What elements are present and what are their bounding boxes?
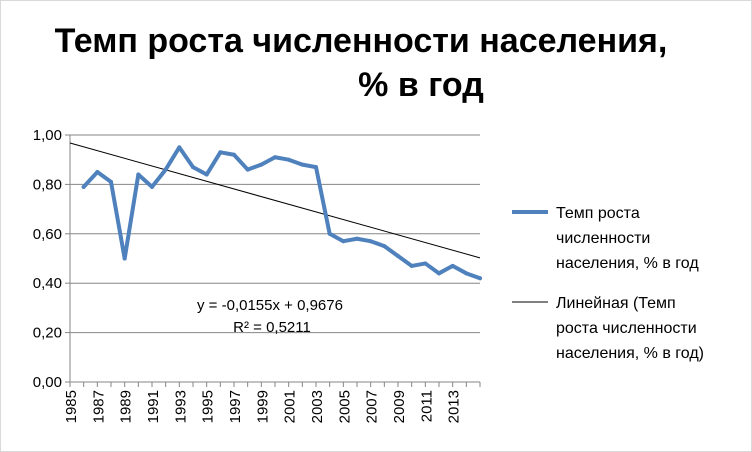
x-tick-label: 1999 <box>254 390 271 423</box>
series-group <box>81 145 482 281</box>
x-tick-label: 1985 <box>63 390 80 423</box>
x-tick-label: 2009 <box>391 390 408 423</box>
series-line <box>81 145 482 281</box>
x-tick-label: 1993 <box>172 390 189 423</box>
axes <box>69 135 480 383</box>
data-point <box>122 256 127 261</box>
x-tick-label: 1991 <box>145 390 162 423</box>
trendline <box>69 142 481 259</box>
x-tick-label: 2005 <box>336 390 353 423</box>
y-tick-label: 1,00 <box>33 127 62 144</box>
data-point <box>327 231 332 236</box>
legend-series-label-2: численности <box>556 230 650 247</box>
y-tick-label: 0,60 <box>33 226 62 243</box>
y-tick-label: 0,20 <box>33 325 62 342</box>
data-point <box>300 162 305 167</box>
x-tick-label: 1995 <box>200 390 217 423</box>
legend-trendline-label-3: населения, % в год) <box>556 345 704 362</box>
data-point <box>314 165 318 170</box>
data-point <box>245 167 250 172</box>
data-point <box>163 167 168 172</box>
data-point <box>191 165 195 170</box>
data-point <box>368 239 373 244</box>
legend-series-label-1: Темп роста <box>556 205 640 222</box>
data-point <box>218 150 223 155</box>
data-point <box>355 236 359 241</box>
data-point <box>232 152 236 157</box>
data-point <box>464 271 469 276</box>
x-tick-label: 2001 <box>282 390 299 423</box>
data-point <box>450 263 455 268</box>
data-point <box>204 172 209 177</box>
data-point <box>437 271 441 276</box>
chart-title-line-1: Темп роста численности населения, <box>54 22 668 60</box>
data-point <box>423 261 428 266</box>
data-point <box>150 184 154 189</box>
legend: Темп роста численности населения, % в го… <box>512 205 704 362</box>
legend-trendline-label-1: Линейная (Темп <box>556 295 676 312</box>
data-point <box>382 244 387 249</box>
y-tick-label: 0,00 <box>33 374 62 391</box>
equation-label: y = -0,0155x + 0,9676 <box>197 297 343 314</box>
x-tick-label: 2011 <box>418 390 435 422</box>
data-point <box>478 276 482 281</box>
r-squared-label: R² = 0,5211 <box>233 319 311 336</box>
gridlines <box>65 134 481 387</box>
y-tick-label: 0,40 <box>33 275 62 292</box>
x-tick-label: 2013 <box>446 390 463 423</box>
data-point <box>341 239 346 244</box>
data-point <box>109 179 113 184</box>
x-tick-labels: 1985 1987 1989 1991 1993 1995 1997 1999 2001 2003… <box>63 390 463 423</box>
data-point <box>396 254 400 259</box>
legend-trendline-label-2: роста численности <box>556 320 697 337</box>
x-tick-label: 2003 <box>309 390 326 423</box>
data-point <box>273 155 277 160</box>
data-point <box>177 145 182 150</box>
chart-title: Темп роста численности населения, % в го… <box>41 19 681 107</box>
trendline-equation: y = -0,0155x + 0,9676 R² = 0,5211 <box>197 297 343 336</box>
data-point <box>409 263 414 268</box>
data-point <box>136 172 141 177</box>
y-tick-label: 0,80 <box>33 176 62 193</box>
data-point <box>81 184 86 189</box>
x-tick-label: 1987 <box>90 390 107 423</box>
data-point <box>259 162 264 167</box>
data-point <box>286 157 291 162</box>
y-tick-labels: 0,00 0,20 0,40 0,60 0,80 1,00 <box>33 127 62 391</box>
trendline-group <box>69 142 481 259</box>
legend-series-label-3: населения, % в год <box>556 255 699 272</box>
x-tick-label: 1997 <box>227 390 244 423</box>
x-tick-label: 2007 <box>364 390 381 423</box>
chart-title-line-2: % в год <box>358 66 484 104</box>
data-point <box>95 170 100 175</box>
x-tick-label: 1989 <box>118 390 135 423</box>
